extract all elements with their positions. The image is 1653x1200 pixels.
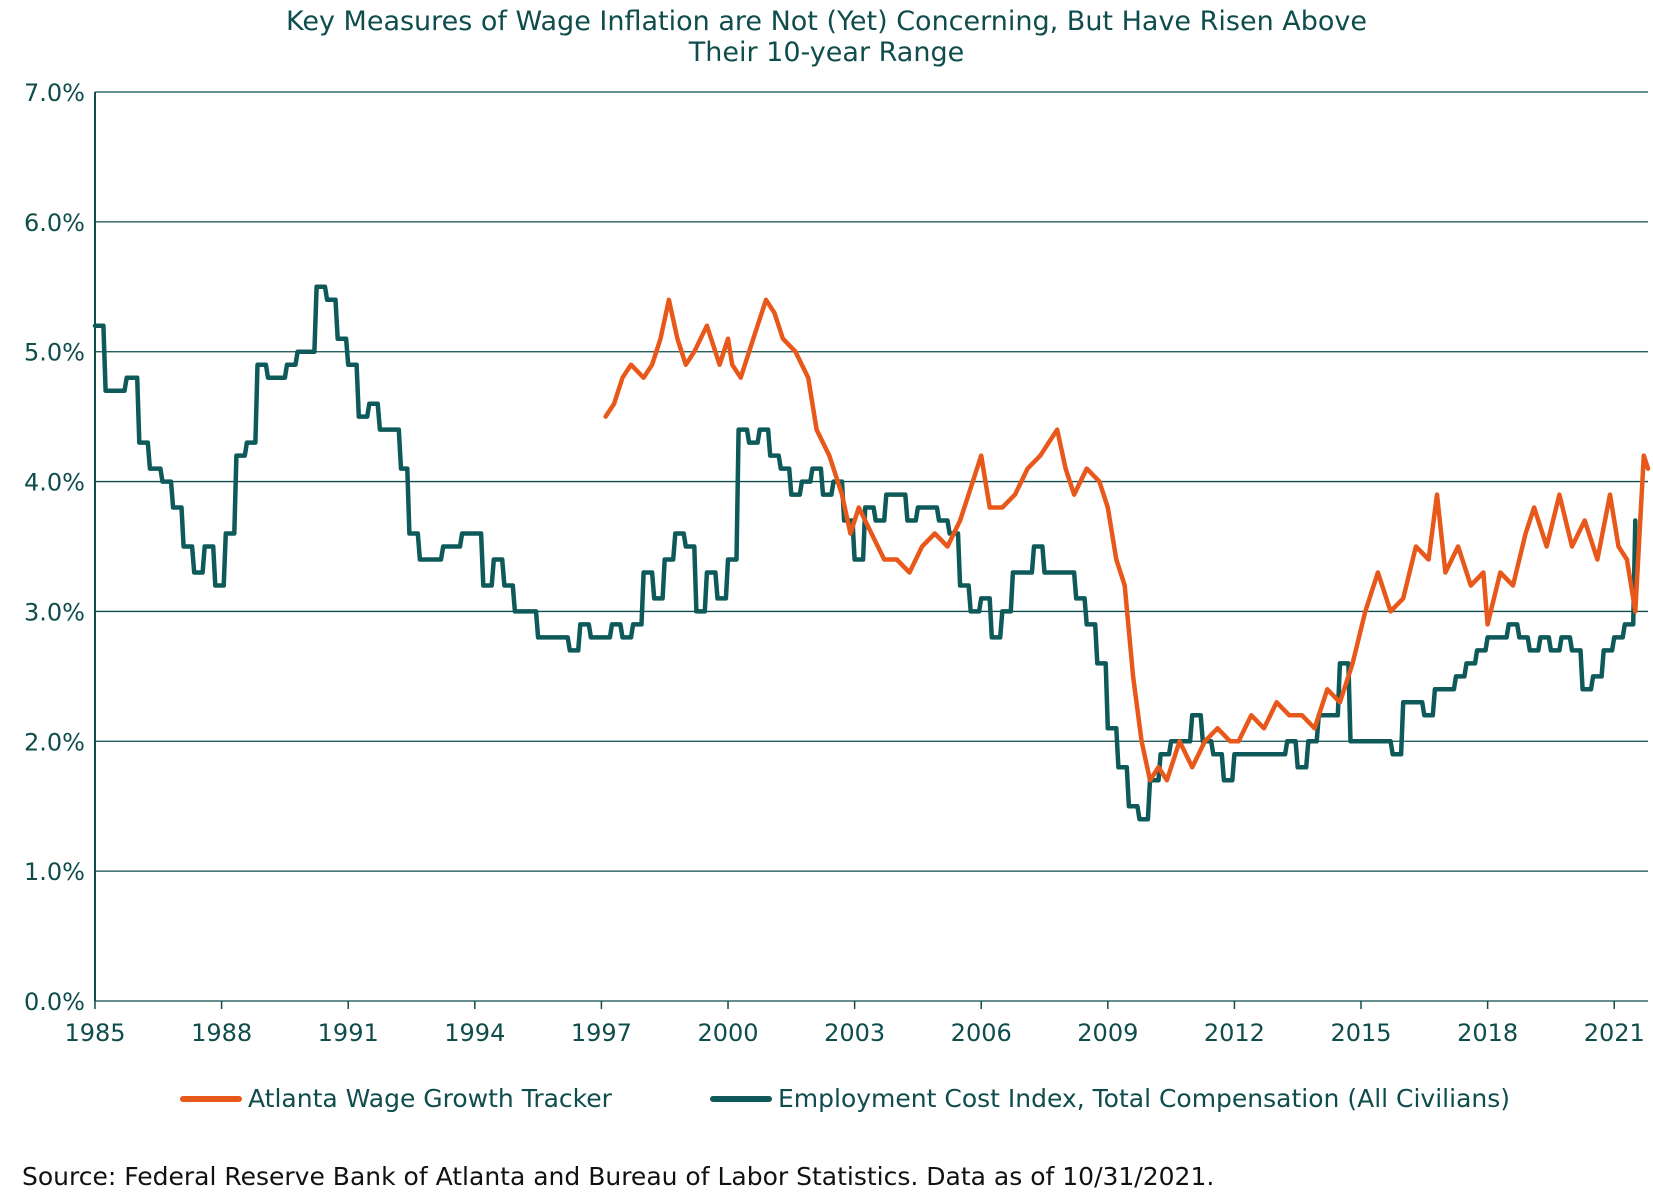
x-tick-label: 2000	[697, 1019, 758, 1047]
x-tick-label: 1985	[64, 1019, 125, 1047]
legend-label: Employment Cost Index, Total Compensatio…	[778, 1084, 1511, 1113]
legend-label: Atlanta Wage Growth Tracker	[248, 1084, 612, 1113]
y-tick-label: 1.0%	[24, 858, 85, 886]
x-tick-label: 2018	[1457, 1019, 1518, 1047]
x-tick-label: 2021	[1584, 1019, 1645, 1047]
legend-swatch-orange	[180, 1095, 242, 1102]
x-tick-label: 2003	[824, 1019, 885, 1047]
y-tick-label: 6.0%	[24, 209, 85, 237]
x-tick-label: 1994	[444, 1019, 505, 1047]
x-tick-label: 1988	[191, 1019, 252, 1047]
series-line-wage-growth-tracker	[603, 297, 1651, 783]
chart-title-line-1: Key Measures of Wage Inflation are Not (…	[286, 6, 1367, 37]
x-tick-label: 2009	[1077, 1019, 1138, 1047]
x-tick-label: 2015	[1330, 1019, 1391, 1047]
y-tick-label: 0.0%	[24, 988, 85, 1016]
axes: 0.0% 1.0% 2.0% 3.0% 4.0% 5.0% 6.0% 7.0% 1985 1988…	[24, 79, 1645, 1047]
y-tick-label: 7.0%	[24, 79, 85, 107]
legend-item-employment-cost-index: Employment Cost Index, Total Compensatio…	[710, 1084, 1510, 1113]
x-tick-label: 2006	[951, 1019, 1012, 1047]
series-line-employment-cost-index	[92, 284, 1638, 822]
chart-title: Key Measures of Wage Inflation are Not (…	[0, 6, 1653, 68]
y-tick-label: 2.0%	[24, 728, 85, 756]
chart-title-line-2: Their 10-year Range	[688, 37, 965, 68]
x-tick-label: 1997	[571, 1019, 632, 1047]
y-tick-label: 5.0%	[24, 339, 85, 367]
legend-item-wage-growth-tracker: Atlanta Wage Growth Tracker	[180, 1084, 612, 1113]
series-lines	[92, 284, 1651, 822]
x-tick-label: 2012	[1204, 1019, 1265, 1047]
x-tick-label: 1991	[318, 1019, 379, 1047]
legend-swatch-teal	[710, 1095, 772, 1102]
legend: Atlanta Wage Growth Tracker Employment C…	[0, 1084, 1653, 1124]
y-tick-label: 3.0%	[24, 598, 85, 626]
line-chart: 0.0% 1.0% 2.0% 3.0% 4.0% 5.0% 6.0% 7.0% 1985 1988…	[24, 79, 1651, 1047]
source-note: Source: Federal Reserve Bank of Atlanta …	[22, 1162, 1215, 1191]
y-tick-label: 4.0%	[24, 469, 85, 497]
